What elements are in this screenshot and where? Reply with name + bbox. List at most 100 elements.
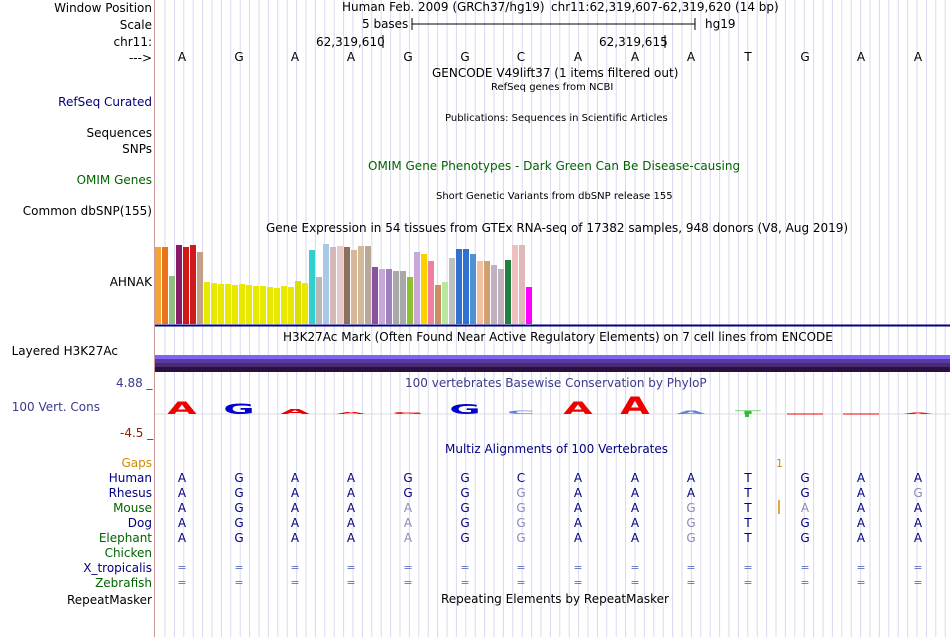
- gtex-tissue-bar[interactable]: [421, 254, 427, 324]
- gtex-tissue-bar[interactable]: [386, 269, 392, 324]
- gtex-tissue-bar[interactable]: [218, 284, 224, 324]
- gtex-tissue-bar[interactable]: [449, 258, 455, 324]
- alignment-base: =: [630, 561, 640, 574]
- species-label-chicken[interactable]: Chicken: [104, 546, 152, 560]
- gtex-tissue-bar[interactable]: [302, 283, 308, 324]
- gtex-tissue-bar[interactable]: [337, 246, 343, 324]
- gtex-tissue-bar[interactable]: [470, 254, 476, 324]
- reference-base: A: [630, 50, 640, 64]
- gtex-tissue-bar[interactable]: [267, 287, 273, 324]
- omim-label[interactable]: OMIM Genes: [76, 173, 152, 187]
- refseq-label[interactable]: RefSeq Curated: [58, 95, 152, 109]
- cons-label[interactable]: 100 Vert. Cons: [11, 400, 100, 414]
- gtex-tissue-bar[interactable]: [246, 285, 252, 324]
- gtex-tissue-bar[interactable]: [393, 271, 399, 324]
- gtex-tissue-bar[interactable]: [162, 247, 168, 324]
- gtex-tissue-bar[interactable]: [477, 261, 483, 324]
- gtex-tissue-bar[interactable]: [281, 286, 287, 324]
- gtex-tissue-bar[interactable]: [330, 247, 336, 324]
- gtex-tissue-bar[interactable]: [274, 288, 280, 324]
- gtex-tissue-bar[interactable]: [183, 247, 189, 324]
- alignment-base: A: [913, 516, 923, 530]
- position-readout[interactable]: chr11:62,319,607-62,319,620 (14 bp): [551, 0, 779, 14]
- species-label-x_tropicalis[interactable]: X_tropicalis: [83, 561, 152, 575]
- alignment-base: A: [913, 501, 923, 515]
- alignment-base: A: [686, 471, 696, 485]
- alignment-base: =: [856, 561, 866, 574]
- alignment-base: =: [234, 576, 244, 589]
- gtex-tissue-bar[interactable]: [225, 284, 231, 324]
- species-label-dog[interactable]: Dog: [127, 516, 152, 530]
- gtex-tissue-bar[interactable]: [344, 247, 350, 324]
- gtex-tissue-bar[interactable]: [169, 276, 175, 324]
- gtex-tissue-bar[interactable]: [232, 285, 238, 324]
- sequences-label[interactable]: Sequences: [86, 126, 152, 140]
- species-label-human[interactable]: Human: [108, 471, 152, 485]
- species-label-elephant[interactable]: Elephant: [98, 531, 152, 545]
- gtex-bar-chart[interactable]: [155, 236, 533, 324]
- species-label-rhesus[interactable]: Rhesus: [108, 486, 152, 500]
- gtex-tissue-bar[interactable]: [295, 281, 301, 324]
- alignment-base: A: [290, 516, 300, 530]
- gtex-tissue-bar[interactable]: [323, 244, 329, 324]
- gtex-tissue-bar[interactable]: [484, 261, 490, 324]
- alignment-base: A: [573, 516, 583, 530]
- cons-logo-letter: A: [280, 408, 311, 416]
- gtex-tissue-bar[interactable]: [428, 261, 434, 324]
- repeatmasker-label[interactable]: RepeatMasker: [66, 593, 152, 607]
- reference-base: A: [686, 50, 696, 64]
- gtex-tissue-bar[interactable]: [351, 250, 357, 324]
- cons-logo-letter: A: [336, 411, 366, 414]
- gtex-tissue-bar[interactable]: [253, 286, 259, 324]
- gtex-tissue-bar[interactable]: [365, 246, 371, 324]
- alignment-base: T: [744, 501, 752, 515]
- gtex-tissue-bar[interactable]: [204, 282, 210, 324]
- alignment-base: A: [177, 516, 187, 530]
- gtex-gene-label[interactable]: AHNAK: [109, 275, 152, 289]
- species-label-zebrafish[interactable]: Zebrafish: [95, 576, 152, 590]
- reference-base: T: [744, 50, 752, 64]
- gtex-tissue-bar[interactable]: [414, 252, 420, 324]
- alignment-base: G: [403, 486, 413, 500]
- gtex-tissue-bar[interactable]: [288, 287, 294, 324]
- species-label-mouse[interactable]: Mouse: [113, 501, 152, 515]
- gtex-tissue-bar[interactable]: [519, 245, 525, 324]
- alignment-base: G: [686, 516, 696, 530]
- gtex-tissue-bar[interactable]: [190, 245, 196, 324]
- gtex-tissue-bar[interactable]: [316, 277, 322, 324]
- gtex-tissue-bar[interactable]: [176, 245, 182, 324]
- gtex-tissue-bar[interactable]: [442, 282, 448, 324]
- gtex-tissue-bar[interactable]: [358, 246, 364, 324]
- gtex-tissue-bar[interactable]: [211, 283, 217, 324]
- snps-label[interactable]: SNPs: [122, 142, 152, 156]
- gtex-tissue-bar[interactable]: [526, 287, 532, 324]
- gtex-tissue-bar[interactable]: [260, 286, 266, 324]
- gtex-tissue-bar[interactable]: [372, 267, 378, 324]
- alignment-base: G: [234, 531, 244, 545]
- gtex-tissue-bar[interactable]: [512, 245, 518, 324]
- repeat-title: Repeating Elements by RepeatMasker: [441, 592, 669, 606]
- gtex-tissue-bar[interactable]: [456, 249, 462, 324]
- gtex-tissue-bar[interactable]: [400, 271, 406, 324]
- alignment-base: A: [177, 486, 187, 500]
- dbsnp-label[interactable]: Common dbSNP(155): [22, 204, 152, 218]
- gtex-tissue-bar[interactable]: [309, 250, 315, 324]
- gtex-tissue-bar[interactable]: [155, 247, 161, 324]
- alignment-base: A: [913, 471, 923, 485]
- gtex-tissue-bar[interactable]: [505, 260, 511, 324]
- gtex-tissue-bar[interactable]: [379, 269, 385, 324]
- alignment-base: A: [177, 501, 187, 515]
- alignment-base: G: [234, 486, 244, 500]
- alignment-base: G: [686, 501, 696, 515]
- gtex-tissue-bar[interactable]: [407, 277, 413, 324]
- gtex-tissue-bar[interactable]: [197, 252, 203, 324]
- cons-logo-letter: G: [449, 402, 480, 417]
- gaps-label[interactable]: Gaps: [121, 456, 152, 470]
- gtex-tissue-bar[interactable]: [435, 285, 441, 324]
- gtex-tissue-bar[interactable]: [498, 269, 504, 324]
- gtex-tissue-bar[interactable]: [463, 249, 469, 324]
- h3k27-label[interactable]: Layered H3K27Ac: [11, 344, 118, 358]
- gtex-tissue-bar[interactable]: [491, 265, 497, 324]
- gtex-tissue-bar[interactable]: [239, 284, 245, 324]
- gencode-title[interactable]: GENCODE V49lift37 (1 items filtered out): [432, 66, 679, 80]
